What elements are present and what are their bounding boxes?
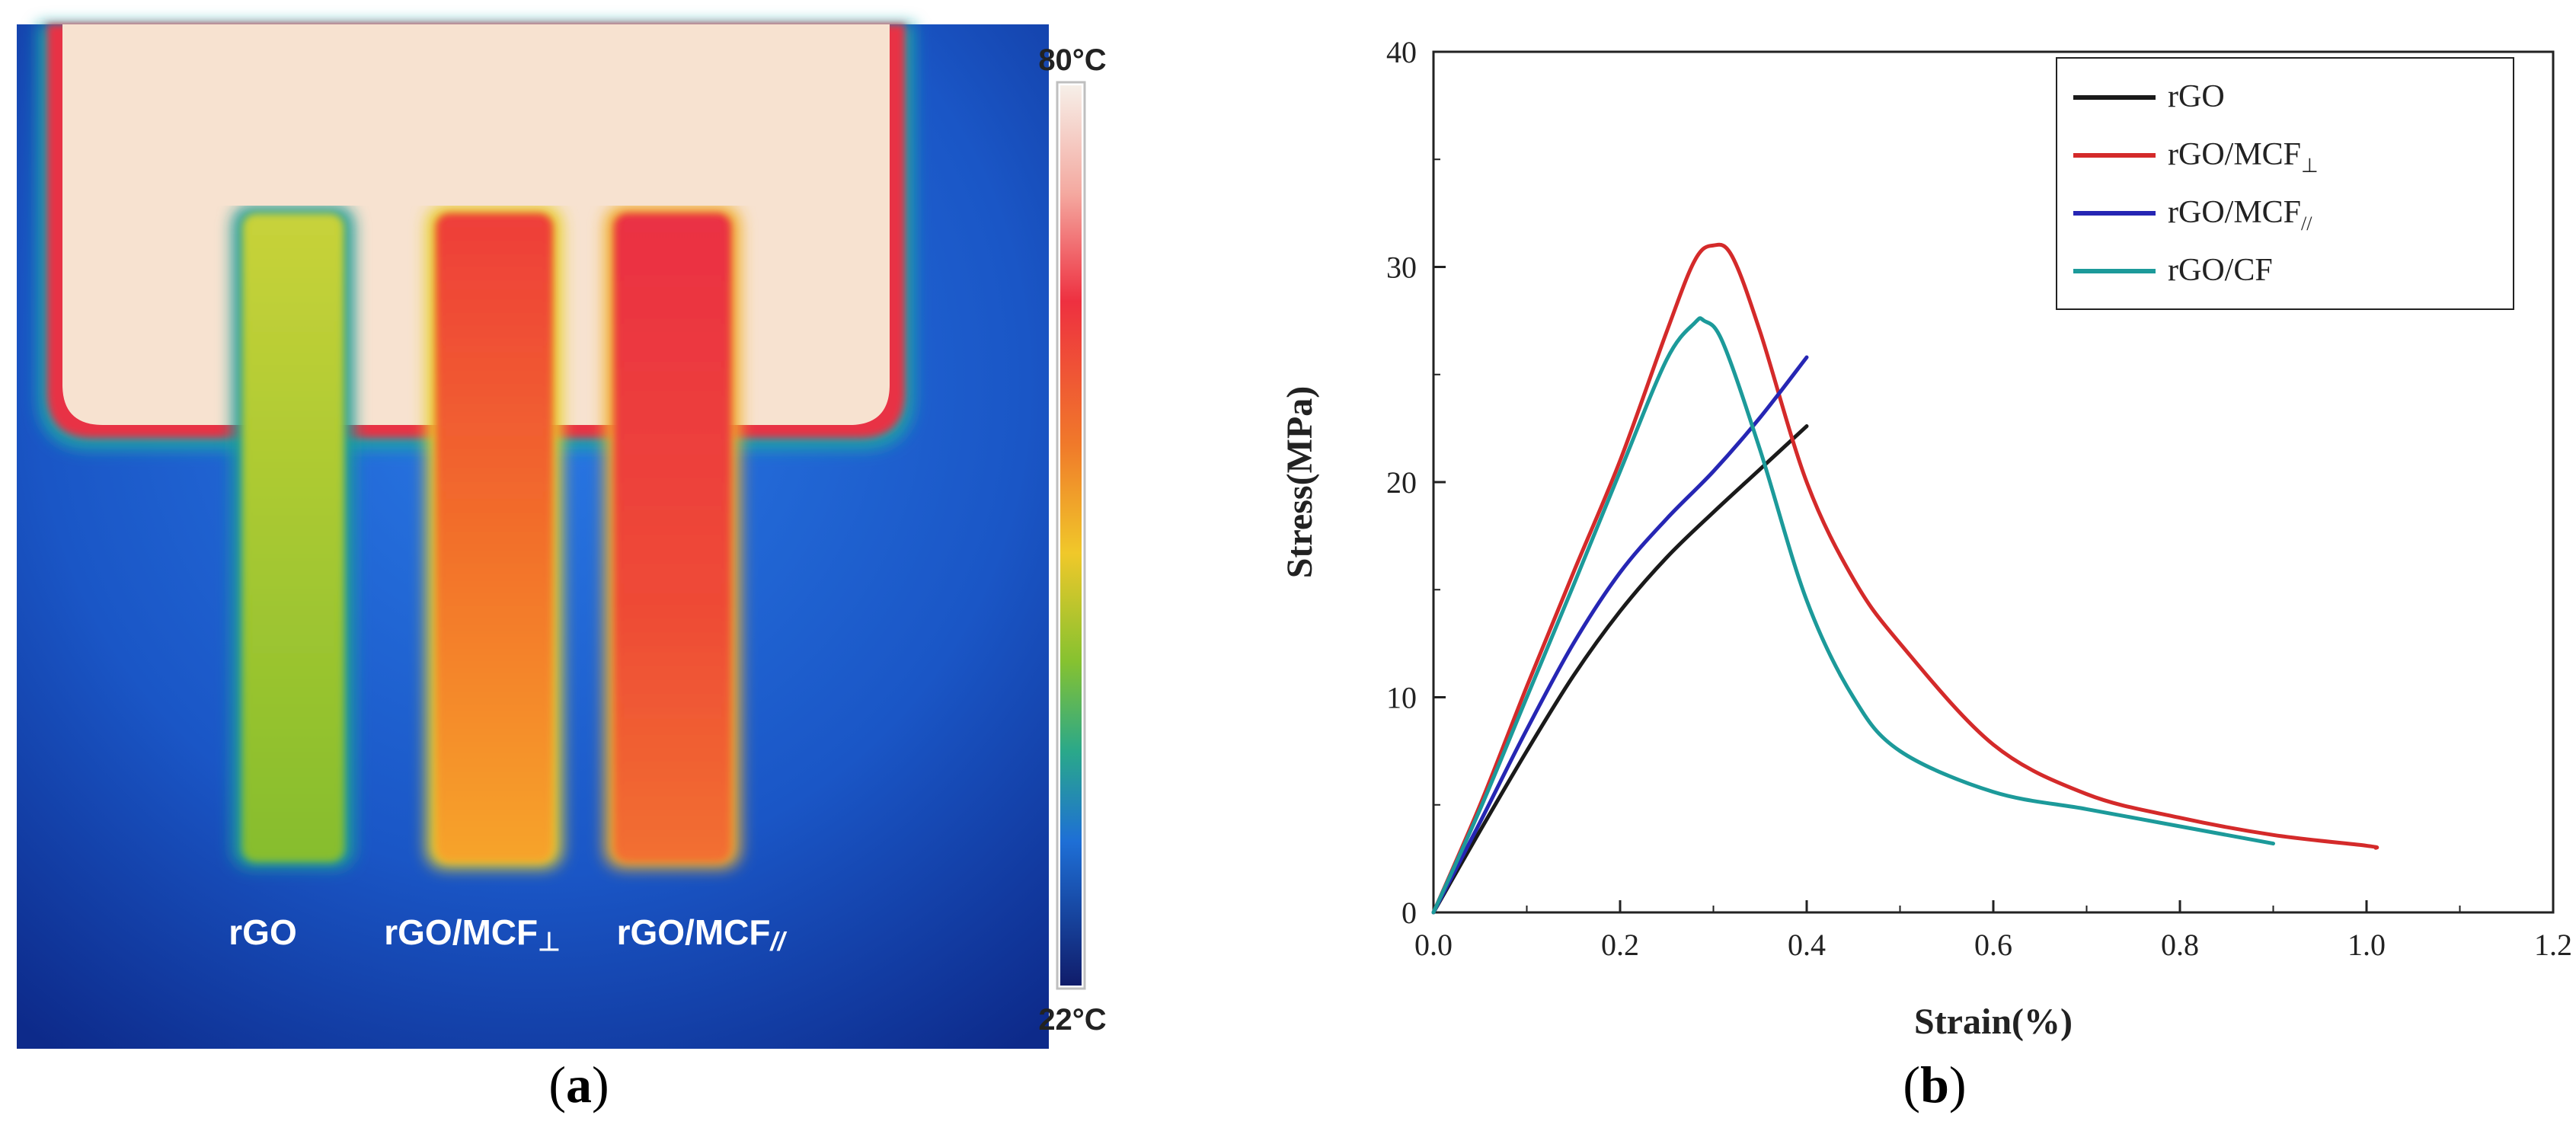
- series-line-1: [1431, 242, 2379, 915]
- thermal-image-panel: rGO rGO/MCF⊥ rGO/MCF// 80°C 22°C: [17, 24, 1107, 1049]
- colorbar-min-label: 22°C: [1038, 1003, 1106, 1037]
- x-tick-label: 0.6: [1974, 928, 2012, 962]
- x-tick-label: 0.2: [1601, 928, 1639, 962]
- temperature-colorbar: [1056, 81, 1086, 990]
- stress-strain-chart: 0 10 20 30 40 0.0 0.2 0.4 0.6 0.8 1.0 1.2 rGO rGO/M…: [1280, 35, 2572, 1042]
- x-tick-label: 0.8: [2161, 928, 2199, 962]
- series-line-3: [1431, 316, 2275, 915]
- panel-caption-b-letter: b: [1920, 1056, 1949, 1113]
- x-tick-label: 1.0: [2347, 928, 2386, 962]
- legend-label: rGO/MCF⊥: [2168, 137, 2319, 177]
- y-axis-label: Stress(MPa): [1280, 386, 1320, 578]
- sample-label-rgo: rGO: [229, 912, 296, 952]
- y-tick-label: 0: [1401, 896, 1417, 930]
- panel-caption-b: (b): [1903, 1056, 1967, 1113]
- colorbar-max-label: 80°C: [1038, 43, 1106, 77]
- x-tick-label: 0.0: [1414, 928, 1453, 962]
- legend: rGO rGO/MCF⊥ rGO/MCF// rGO/CF: [2056, 57, 2514, 310]
- panel-caption-a-letter: a: [566, 1056, 592, 1113]
- legend-label: rGO/CF: [2168, 253, 2273, 288]
- series-line-2: [1431, 355, 1809, 915]
- legend-label: rGO/MCF//: [2168, 195, 2312, 235]
- series-line-0: [1431, 424, 1809, 915]
- sample-label-rgo-mcf-perp: rGO/MCF⊥: [384, 912, 561, 957]
- y-tick-label: 10: [1386, 681, 1417, 715]
- y-tick-label: 20: [1386, 465, 1417, 500]
- x-axis: 0.0 0.2 0.4 0.6 0.8 1.0 1.2: [1414, 900, 2572, 962]
- strip-rgo-mcf-perp: [427, 206, 562, 868]
- legend-label: rGO: [2168, 79, 2225, 114]
- strip-rgo-mcf-par: [605, 206, 740, 868]
- strip-rgo: [232, 206, 354, 868]
- y-tick-label: 30: [1386, 251, 1417, 285]
- sample-label-rgo-mcf-par: rGO/MCF//: [617, 912, 788, 957]
- panel-caption-a: (a): [548, 1056, 609, 1113]
- x-axis-label: Strain(%): [1914, 1002, 2073, 1042]
- series-lines: [1431, 242, 2379, 915]
- x-tick-label: 1.2: [2534, 928, 2572, 962]
- x-tick-label: 0.4: [1788, 928, 1826, 962]
- y-tick-label: 40: [1386, 35, 1417, 69]
- y-axis: 0 10 20 30 40: [1386, 35, 1446, 930]
